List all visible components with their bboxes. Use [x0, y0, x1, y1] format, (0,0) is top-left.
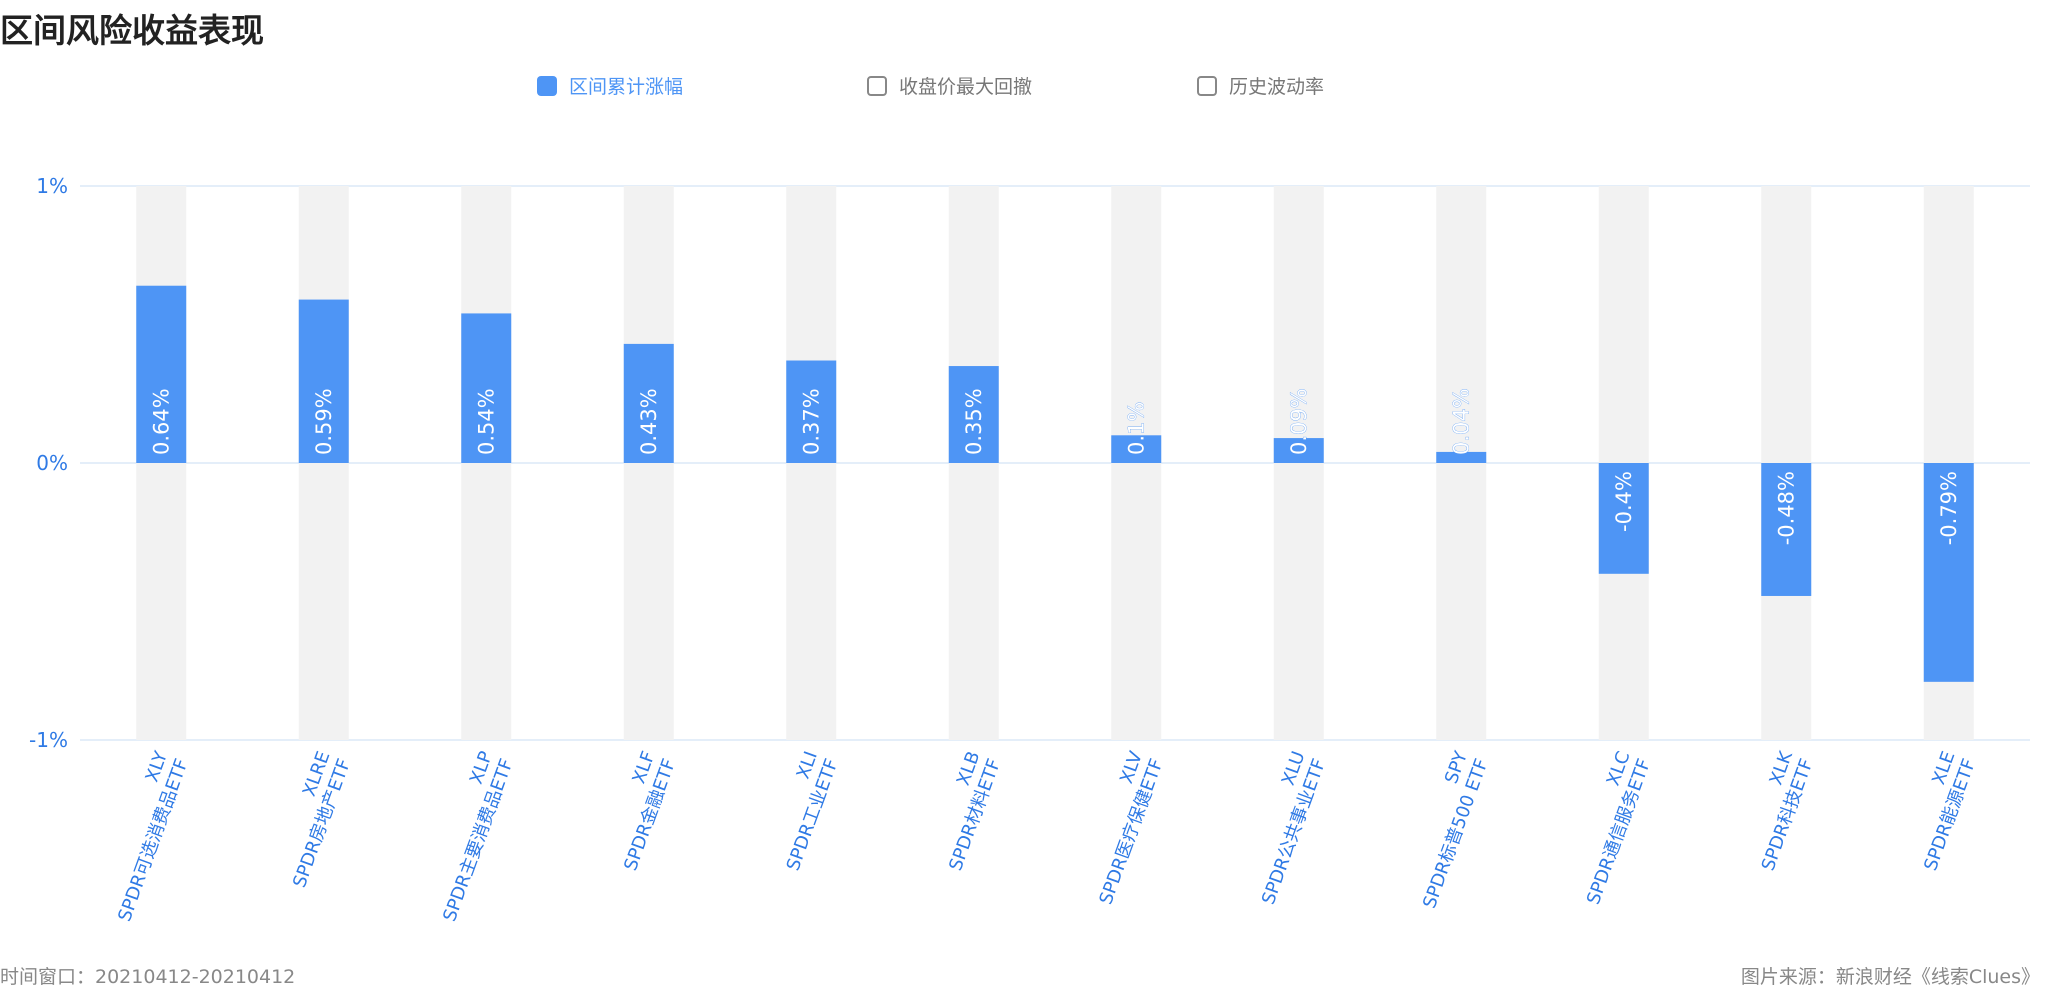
- bar: [786, 360, 837, 463]
- image-source-note: 图片来源：新浪财经《线索Clues》: [1740, 966, 2040, 988]
- x-tick-label: XLFSPDR金融ETF: [600, 749, 681, 874]
- legend-item-historical-volatility[interactable]: 历史波动率: [1197, 72, 1324, 99]
- bar: [1761, 463, 1812, 596]
- legend-checkbox-unchecked-icon[interactable]: [867, 75, 887, 96]
- legend-label: 收盘价最大回撤: [899, 76, 1033, 98]
- data-label: 0.64%: [149, 388, 173, 455]
- data-label: 0.04%: [1449, 388, 1473, 455]
- legend-label: 区间累计涨幅: [569, 76, 684, 98]
- data-label: 0.43%: [637, 388, 661, 455]
- x-tick-label: XLVSPDR医疗保健ETF: [1075, 748, 1168, 907]
- bar: [1923, 463, 1974, 682]
- x-tick-label: XLPSPDR主要消费品ETF: [419, 748, 518, 924]
- bar: [461, 313, 512, 463]
- bar: [1598, 463, 1649, 574]
- x-tick-label: XLCSPDR通信服务ETF: [1562, 749, 1655, 908]
- time-window-note: 时间窗口：20210412-20210412: [0, 966, 296, 988]
- data-label: 0.09%: [1287, 388, 1311, 455]
- y-tick-label: 1%: [36, 174, 68, 198]
- y-tick-label: -1%: [29, 728, 68, 752]
- data-label: 0.1%: [1124, 402, 1148, 455]
- legend-item-cumulative-return[interactable]: 区间累计涨幅: [537, 72, 683, 99]
- bar: [1111, 435, 1162, 463]
- x-tick-label: XLUSPDR公共事业ETF: [1237, 749, 1330, 908]
- data-label: 0.35%: [962, 388, 986, 455]
- data-label: -0.48%: [1774, 471, 1798, 545]
- bar: [298, 299, 349, 463]
- bar: [1436, 451, 1487, 463]
- data-label: 0.59%: [312, 388, 336, 455]
- x-tick-label: SPYSPDR标普500 ETF: [1398, 748, 1493, 912]
- x-tick-label: XLYSPDR可选消费品ETF: [94, 748, 193, 925]
- data-label: 0.37%: [799, 388, 823, 455]
- data-label: -0.79%: [1937, 471, 1961, 545]
- data-label: -0.4%: [1612, 471, 1636, 532]
- y-tick-label: 0%: [36, 451, 68, 475]
- x-tick-label: XLRESPDR房地产ETF: [268, 749, 355, 891]
- legend-label: 历史波动率: [1229, 76, 1325, 98]
- bar: [948, 366, 999, 463]
- x-tick-label: XLISPDR工业ETF: [762, 749, 843, 874]
- data-label: 0.54%: [474, 388, 498, 455]
- chart-title: 区间风险收益表现: [0, 11, 264, 50]
- legend-checkbox-checked-icon[interactable]: [537, 75, 557, 96]
- legend-checkbox-unchecked-icon[interactable]: [1197, 75, 1217, 96]
- legend-item-max-drawdown[interactable]: 收盘价最大回撤: [867, 72, 1032, 99]
- x-tick-label: XLESPDR能源ETF: [1900, 749, 1981, 874]
- bar: [136, 285, 187, 463]
- bar: [1273, 438, 1324, 463]
- x-tick-label: XLBSPDR材料ETF: [925, 749, 1006, 874]
- x-tick-label: XLKSPDR科技ETF: [1737, 747, 1818, 873]
- bar: [623, 343, 674, 463]
